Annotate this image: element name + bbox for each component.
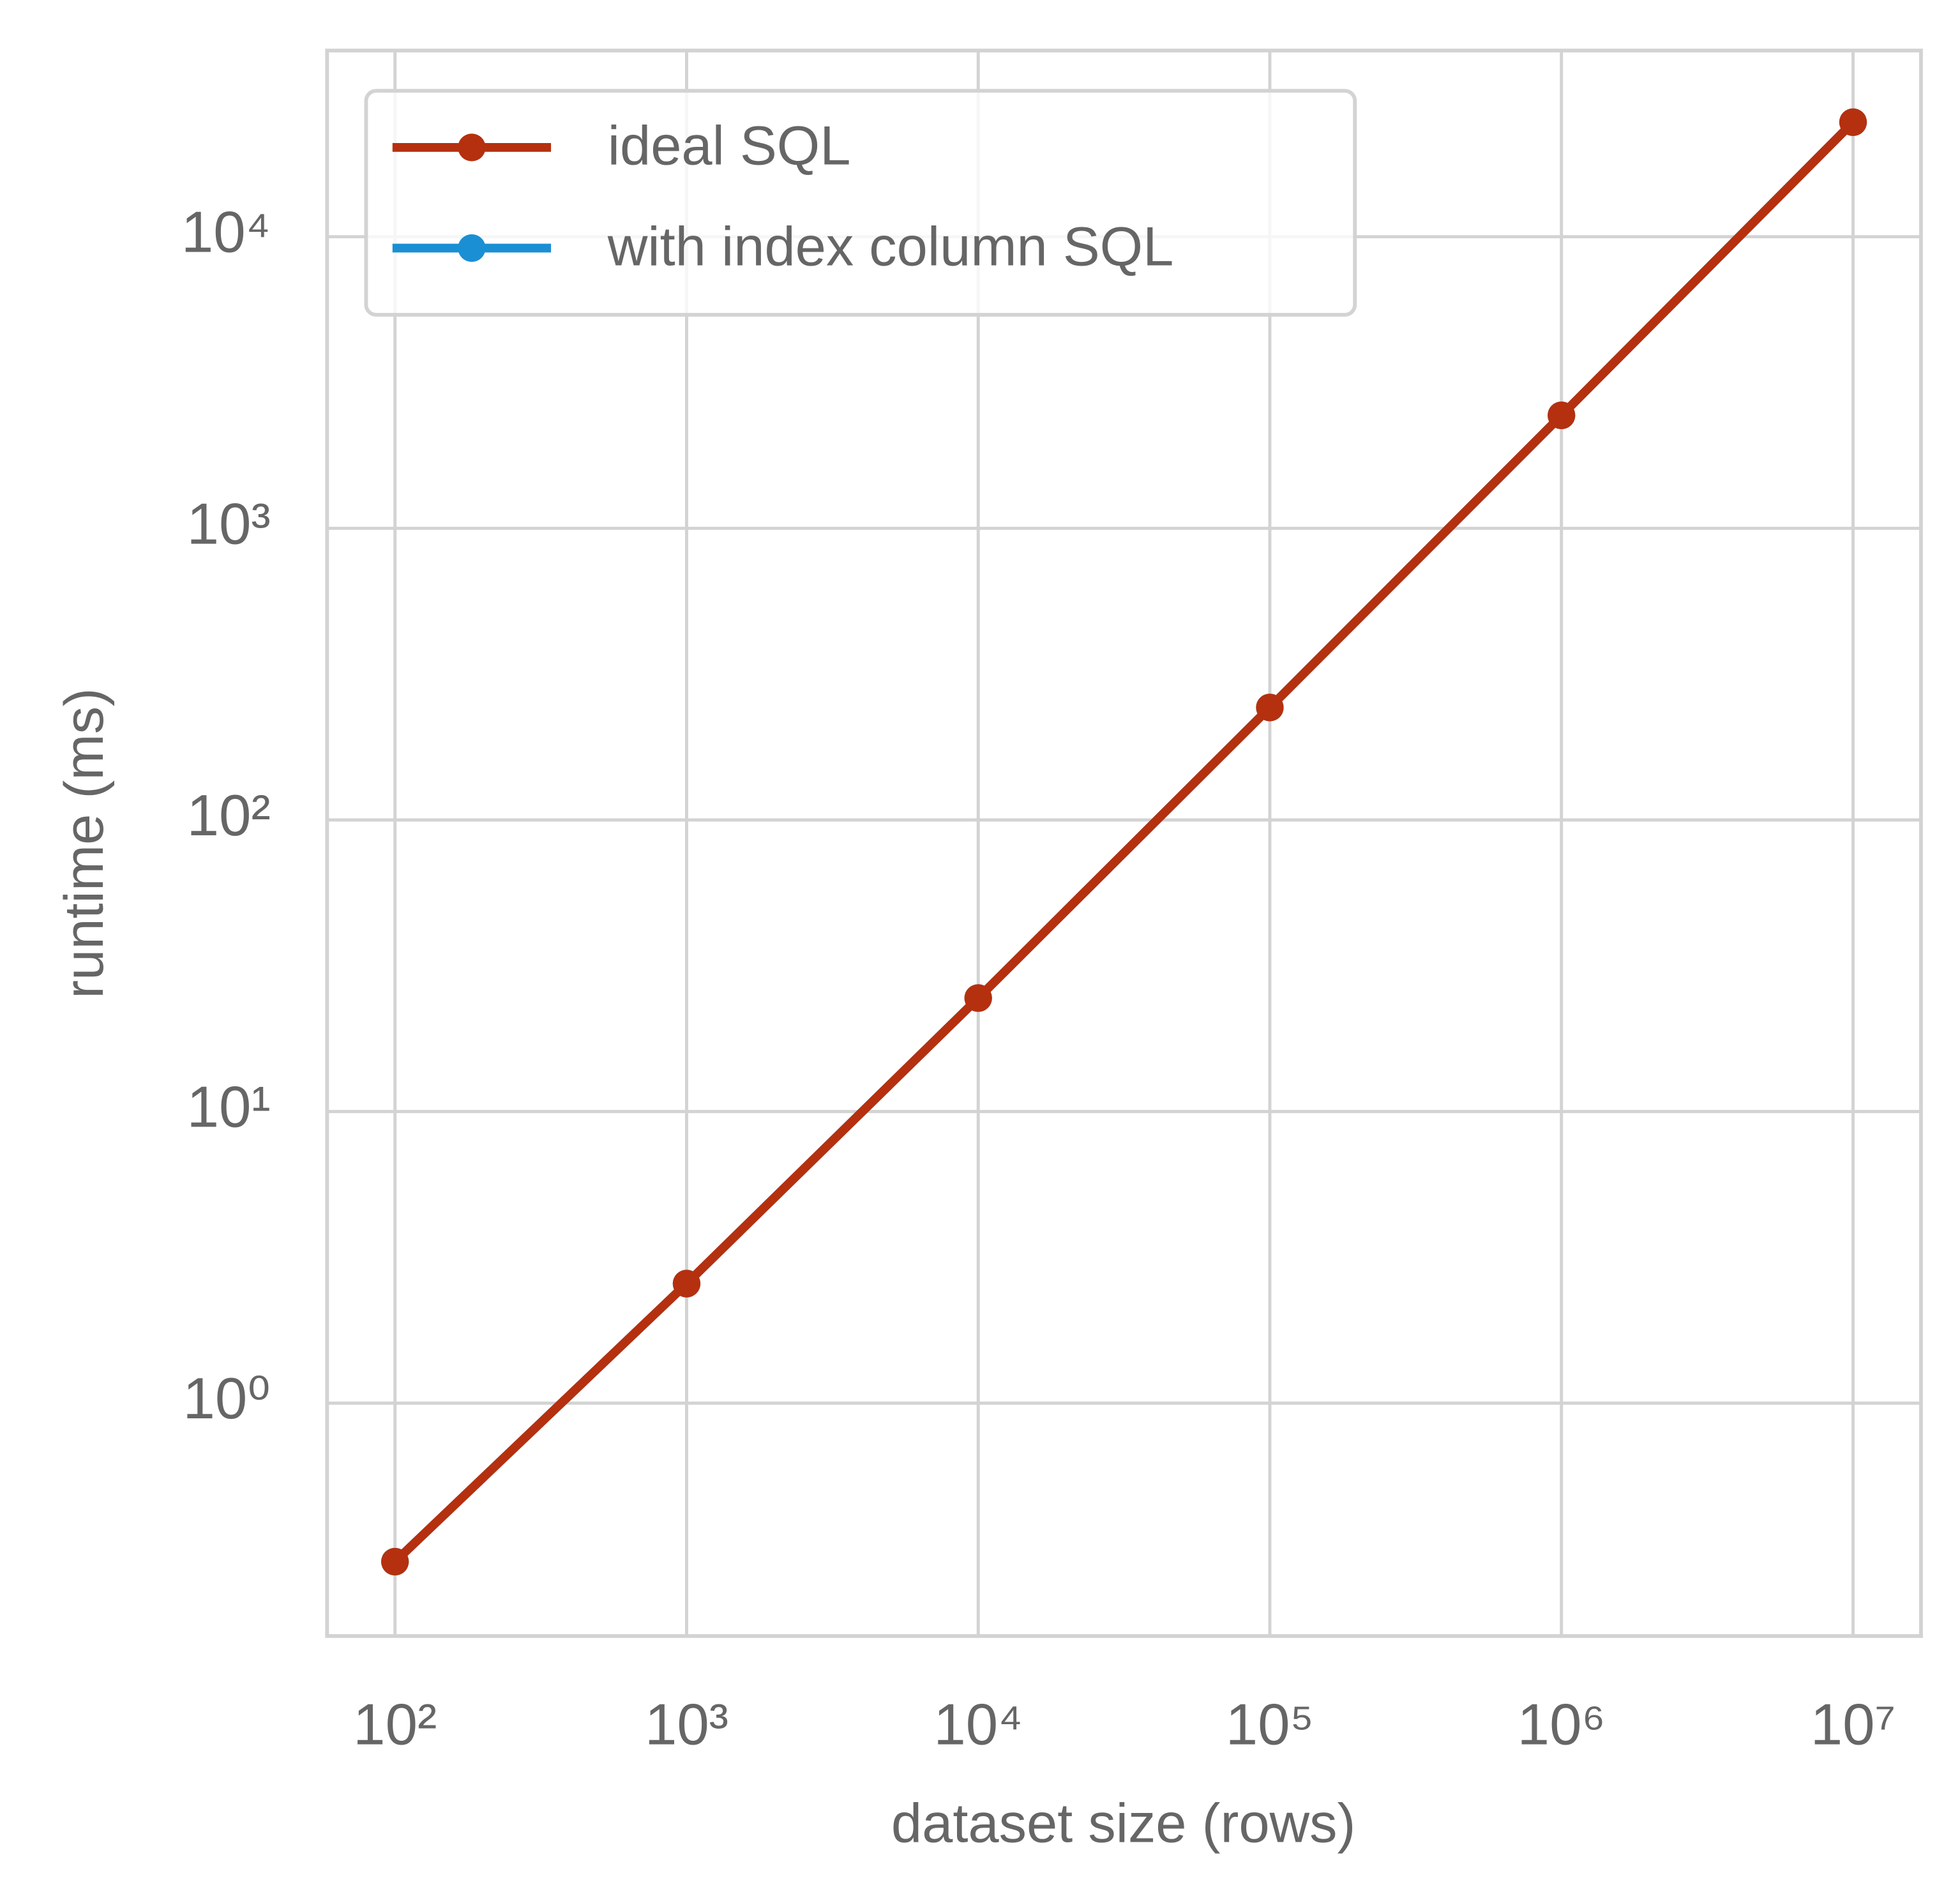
legend-marker: [458, 133, 486, 162]
legend-box: [364, 89, 1357, 317]
x-tick-label: 10⁵: [1226, 1693, 1314, 1757]
y-tick-label: 10⁰: [183, 1367, 271, 1431]
x-axis-label: dataset size (rows): [891, 1793, 1355, 1854]
x-tick-label: 10³: [645, 1693, 728, 1757]
legend-label: with index column SQL: [607, 216, 1174, 277]
x-tick-label: 10⁴: [933, 1693, 1023, 1757]
series-marker: [1256, 694, 1284, 722]
x-tick-label: 10⁶: [1518, 1693, 1606, 1757]
series-marker: [1839, 108, 1867, 137]
x-tick-label: 10²: [353, 1693, 437, 1757]
plot-frame: [325, 49, 1923, 1638]
x-tick-label: 10⁷: [1811, 1693, 1896, 1757]
y-tick-label: 10³: [187, 492, 271, 556]
y-axis-label: runtime (ms): [54, 688, 115, 998]
series-marker: [964, 984, 992, 1012]
series-marker: [1548, 401, 1576, 430]
y-tick-label: 10⁴: [181, 201, 271, 265]
series-marker: [672, 1270, 701, 1298]
y-tick-label: 10²: [187, 784, 271, 848]
legend-marker: [458, 234, 486, 262]
legend-label: ideal SQL: [608, 116, 851, 177]
series-marker: [381, 1547, 409, 1576]
y-tick-label: 10¹: [187, 1075, 271, 1140]
series-line: [391, 119, 1857, 1565]
